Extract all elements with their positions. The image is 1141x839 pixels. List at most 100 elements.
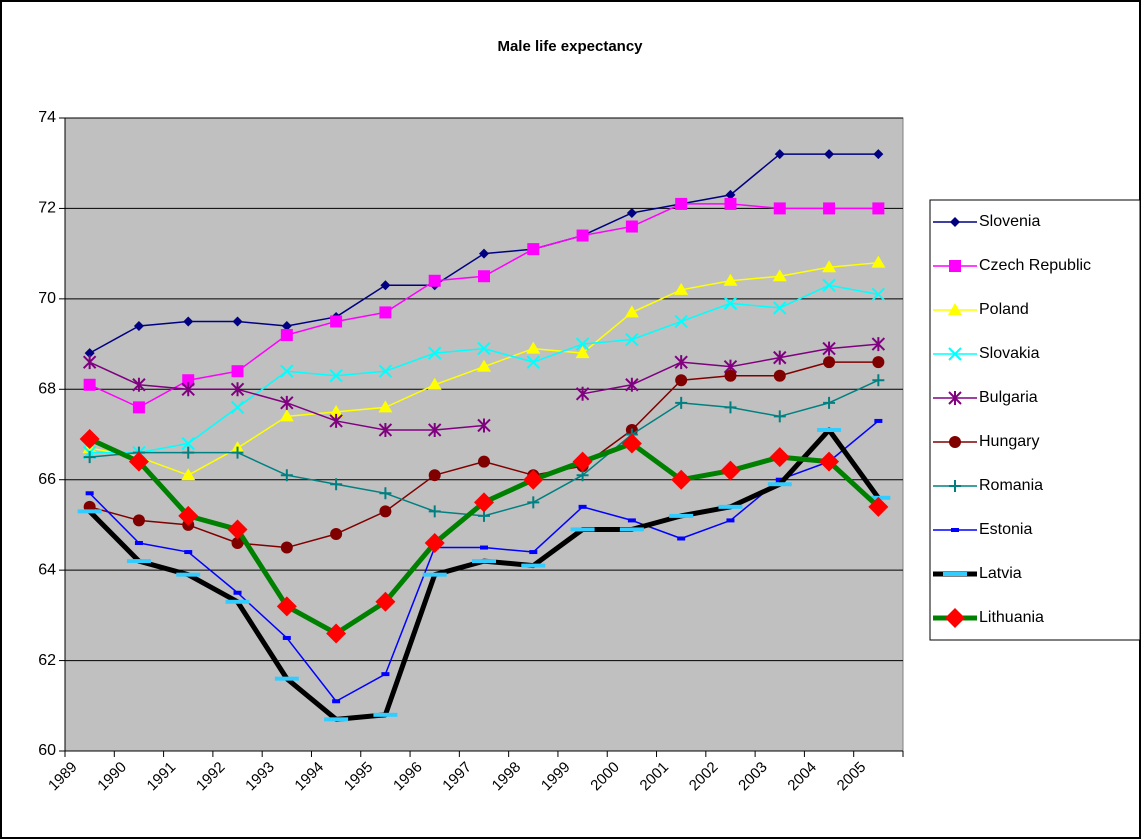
marker bbox=[132, 401, 145, 414]
marker bbox=[724, 401, 737, 414]
marker bbox=[773, 301, 787, 315]
y-tick-label: 62 bbox=[38, 652, 56, 669]
marker bbox=[184, 550, 193, 555]
marker bbox=[675, 197, 688, 210]
marker bbox=[626, 207, 637, 218]
marker bbox=[330, 315, 343, 328]
marker bbox=[230, 400, 245, 415]
marker bbox=[280, 395, 294, 410]
marker bbox=[823, 396, 836, 409]
marker bbox=[181, 436, 195, 451]
marker bbox=[77, 509, 102, 514]
marker bbox=[280, 541, 293, 554]
marker bbox=[945, 608, 965, 628]
series bbox=[83, 197, 885, 414]
marker bbox=[619, 527, 644, 532]
marker bbox=[381, 672, 390, 677]
marker bbox=[84, 348, 95, 359]
marker bbox=[428, 274, 441, 287]
legend-label: Hungary bbox=[979, 433, 1039, 450]
marker bbox=[232, 316, 243, 327]
marker bbox=[767, 482, 792, 487]
marker bbox=[527, 243, 540, 256]
marker bbox=[724, 369, 737, 382]
marker bbox=[279, 409, 294, 422]
marker bbox=[378, 400, 393, 413]
marker bbox=[332, 699, 341, 704]
legend-label: Poland bbox=[979, 301, 1029, 318]
plot-area bbox=[64, 117, 904, 752]
marker bbox=[83, 378, 96, 391]
marker bbox=[677, 536, 686, 541]
marker bbox=[948, 391, 962, 405]
marker bbox=[330, 527, 343, 540]
marker bbox=[526, 355, 541, 369]
marker bbox=[182, 374, 195, 387]
marker bbox=[773, 202, 786, 215]
marker bbox=[521, 563, 546, 568]
marker bbox=[674, 355, 688, 370]
marker bbox=[132, 514, 145, 527]
series bbox=[82, 278, 886, 460]
marker bbox=[478, 270, 490, 283]
marker bbox=[773, 350, 787, 365]
marker bbox=[576, 229, 589, 242]
marker bbox=[572, 451, 593, 472]
marker bbox=[723, 296, 738, 311]
marker bbox=[772, 269, 787, 282]
legend-label: Bulgaria bbox=[979, 389, 1038, 406]
marker bbox=[868, 496, 889, 517]
marker bbox=[85, 491, 94, 496]
series bbox=[77, 427, 891, 722]
marker bbox=[79, 429, 100, 450]
marker bbox=[282, 635, 291, 640]
marker bbox=[330, 478, 343, 491]
marker bbox=[817, 427, 842, 432]
marker bbox=[134, 541, 143, 546]
y-tick-label: 74 bbox=[38, 109, 56, 126]
marker bbox=[329, 404, 344, 417]
marker bbox=[625, 377, 639, 392]
marker bbox=[627, 518, 636, 523]
marker bbox=[872, 374, 885, 387]
marker bbox=[529, 550, 538, 555]
marker bbox=[479, 248, 489, 259]
marker bbox=[83, 451, 96, 464]
marker bbox=[526, 341, 541, 354]
marker bbox=[326, 623, 347, 644]
marker bbox=[773, 369, 786, 382]
series bbox=[82, 255, 886, 481]
marker bbox=[379, 306, 392, 319]
marker bbox=[231, 446, 244, 459]
marker bbox=[575, 386, 590, 401]
marker bbox=[280, 364, 294, 378]
marker bbox=[943, 572, 967, 576]
marker bbox=[225, 599, 250, 604]
marker bbox=[873, 149, 884, 160]
marker bbox=[378, 364, 393, 378]
marker bbox=[874, 418, 883, 423]
marker bbox=[472, 559, 496, 564]
marker bbox=[769, 447, 790, 468]
series bbox=[84, 149, 884, 359]
marker bbox=[773, 410, 786, 423]
marker bbox=[324, 717, 349, 722]
marker bbox=[477, 418, 491, 433]
marker bbox=[181, 468, 196, 481]
legend-label: Latvia bbox=[979, 565, 1022, 582]
marker bbox=[822, 341, 836, 356]
marker bbox=[871, 255, 886, 268]
y-tick-label: 64 bbox=[38, 561, 56, 578]
marker bbox=[230, 382, 245, 397]
y-tick-label: 68 bbox=[38, 381, 56, 398]
marker bbox=[823, 356, 836, 369]
marker bbox=[950, 217, 960, 227]
marker bbox=[669, 513, 694, 518]
marker bbox=[427, 422, 442, 437]
marker bbox=[329, 413, 343, 428]
legend-label: Estonia bbox=[979, 521, 1032, 538]
marker bbox=[872, 356, 885, 369]
marker bbox=[949, 260, 961, 272]
marker bbox=[480, 545, 488, 550]
marker bbox=[477, 341, 491, 356]
